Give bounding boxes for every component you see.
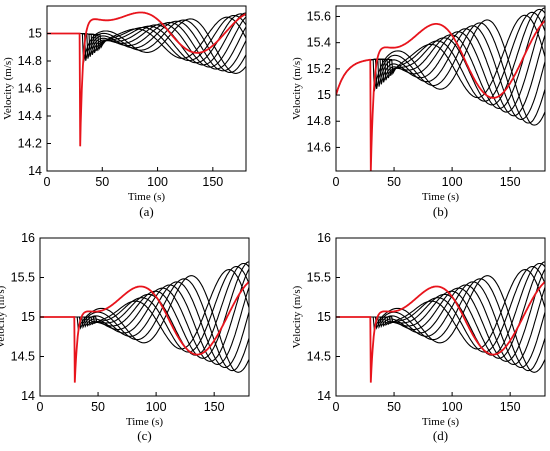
lead-vehicle-velocity-line <box>40 281 249 383</box>
vehicle-velocity-line <box>40 261 249 359</box>
x-tick-label: 150 <box>500 175 521 189</box>
y-tick-label: 14.5 <box>307 350 331 364</box>
x-tick-label: 0 <box>333 175 340 189</box>
vehicle-velocity-line <box>336 275 545 373</box>
y-tick-label: 15.5 <box>11 271 35 285</box>
panel-label: (d) <box>433 428 448 443</box>
vehicle-velocity-line <box>47 20 246 72</box>
y-tick-label: 14.5 <box>11 350 35 364</box>
x-tick-label: 150 <box>500 400 521 414</box>
x-tick-label: 50 <box>91 400 105 414</box>
x-axis-label: Time (s) <box>126 416 164 428</box>
y-tick-label: 15 <box>317 310 331 324</box>
y-tick-label: 15.2 <box>307 62 331 76</box>
x-axis-label: Time (s) <box>128 191 166 203</box>
y-axis-label: Velocity (m/s) <box>291 57 303 120</box>
series-group <box>336 261 545 383</box>
lead-vehicle-velocity-line <box>336 281 545 383</box>
x-tick-label: 50 <box>387 175 401 189</box>
vehicle-velocity-line <box>336 22 545 124</box>
lead-vehicle-velocity-line <box>47 11 246 147</box>
y-tick-label: 15.5 <box>307 271 331 285</box>
y-tick-label: 14 <box>21 389 35 403</box>
x-tick-label: 150 <box>202 175 223 189</box>
lead-vehicle-velocity-line <box>336 20 545 171</box>
y-tick-label: 14.6 <box>307 140 331 154</box>
x-tick-label: 100 <box>146 400 167 414</box>
panel-label: (a) <box>139 204 153 219</box>
y-tick-label: 15 <box>28 27 42 41</box>
series-group <box>47 11 246 147</box>
y-axis-label: Velocity (m/s) <box>0 285 7 348</box>
x-tick-label: 0 <box>44 175 51 189</box>
x-tick-label: 50 <box>387 400 401 414</box>
panel-c: 0 50 100 150 14 14.5 15 15.5 16 Time (s) Velocity … <box>0 231 250 443</box>
y-axis-label: Velocity (m/s) <box>2 57 14 120</box>
y-tick-label: 14.6 <box>18 82 42 96</box>
x-tick-label: 150 <box>204 400 225 414</box>
y-tick-label: 14.8 <box>18 54 42 68</box>
axes-box <box>335 5 546 172</box>
x-tick-label: 100 <box>442 400 463 414</box>
panel-label: (b) <box>433 204 448 219</box>
panel-b: 0 50 100 150 14.6 14.8 15 15.2 15.4 15.6 Time (s) V… <box>291 5 546 219</box>
x-axis-label: Time (s) <box>422 191 460 203</box>
panel-d: 0 50 100 150 14 14.5 15 15.5 16 Time (s) Velocity … <box>291 231 546 443</box>
x-axis-label: Time (s) <box>422 416 460 428</box>
y-axis-label: Velocity (m/s) <box>291 285 303 348</box>
vehicle-velocity-line <box>47 14 246 62</box>
vehicle-velocity-line <box>47 12 246 66</box>
vehicle-velocity-line <box>40 262 249 356</box>
y-tick-label: 14.4 <box>18 109 42 123</box>
x-tick-label: 50 <box>95 175 109 189</box>
y-tick-label: 16 <box>317 231 331 245</box>
series-group <box>40 261 249 383</box>
vehicle-velocity-line <box>47 21 246 70</box>
vehicle-velocity-line <box>336 14 545 99</box>
x-tick-label: 0 <box>333 400 340 414</box>
series-group <box>336 7 545 171</box>
y-tick-label: 15 <box>21 310 35 324</box>
panel-a: 0 50 100 150 14 14.2 14.4 14.6 14.8 15 Time (s) Vel… <box>2 5 247 219</box>
vehicle-velocity-line <box>336 15 545 113</box>
y-tick-label: 14.8 <box>307 114 331 128</box>
y-tick-label: 14 <box>28 164 42 178</box>
y-tick-label: 15.6 <box>307 9 331 23</box>
y-tick-label: 15 <box>317 88 331 102</box>
y-tick-label: 14.2 <box>18 137 42 151</box>
x-tick-label: 100 <box>442 175 463 189</box>
y-tick-label: 15.4 <box>307 36 331 50</box>
vehicle-velocity-line <box>336 261 545 359</box>
y-tick-label: 14 <box>317 389 331 403</box>
vehicle-velocity-line <box>336 25 545 120</box>
vehicle-velocity-line <box>336 8 545 106</box>
vehicle-velocity-line <box>40 275 249 373</box>
panel-label: (c) <box>137 428 151 443</box>
x-tick-label: 100 <box>147 175 168 189</box>
x-tick-label: 0 <box>37 400 44 414</box>
y-tick-label: 16 <box>21 231 35 245</box>
vehicle-velocity-line <box>336 262 545 356</box>
